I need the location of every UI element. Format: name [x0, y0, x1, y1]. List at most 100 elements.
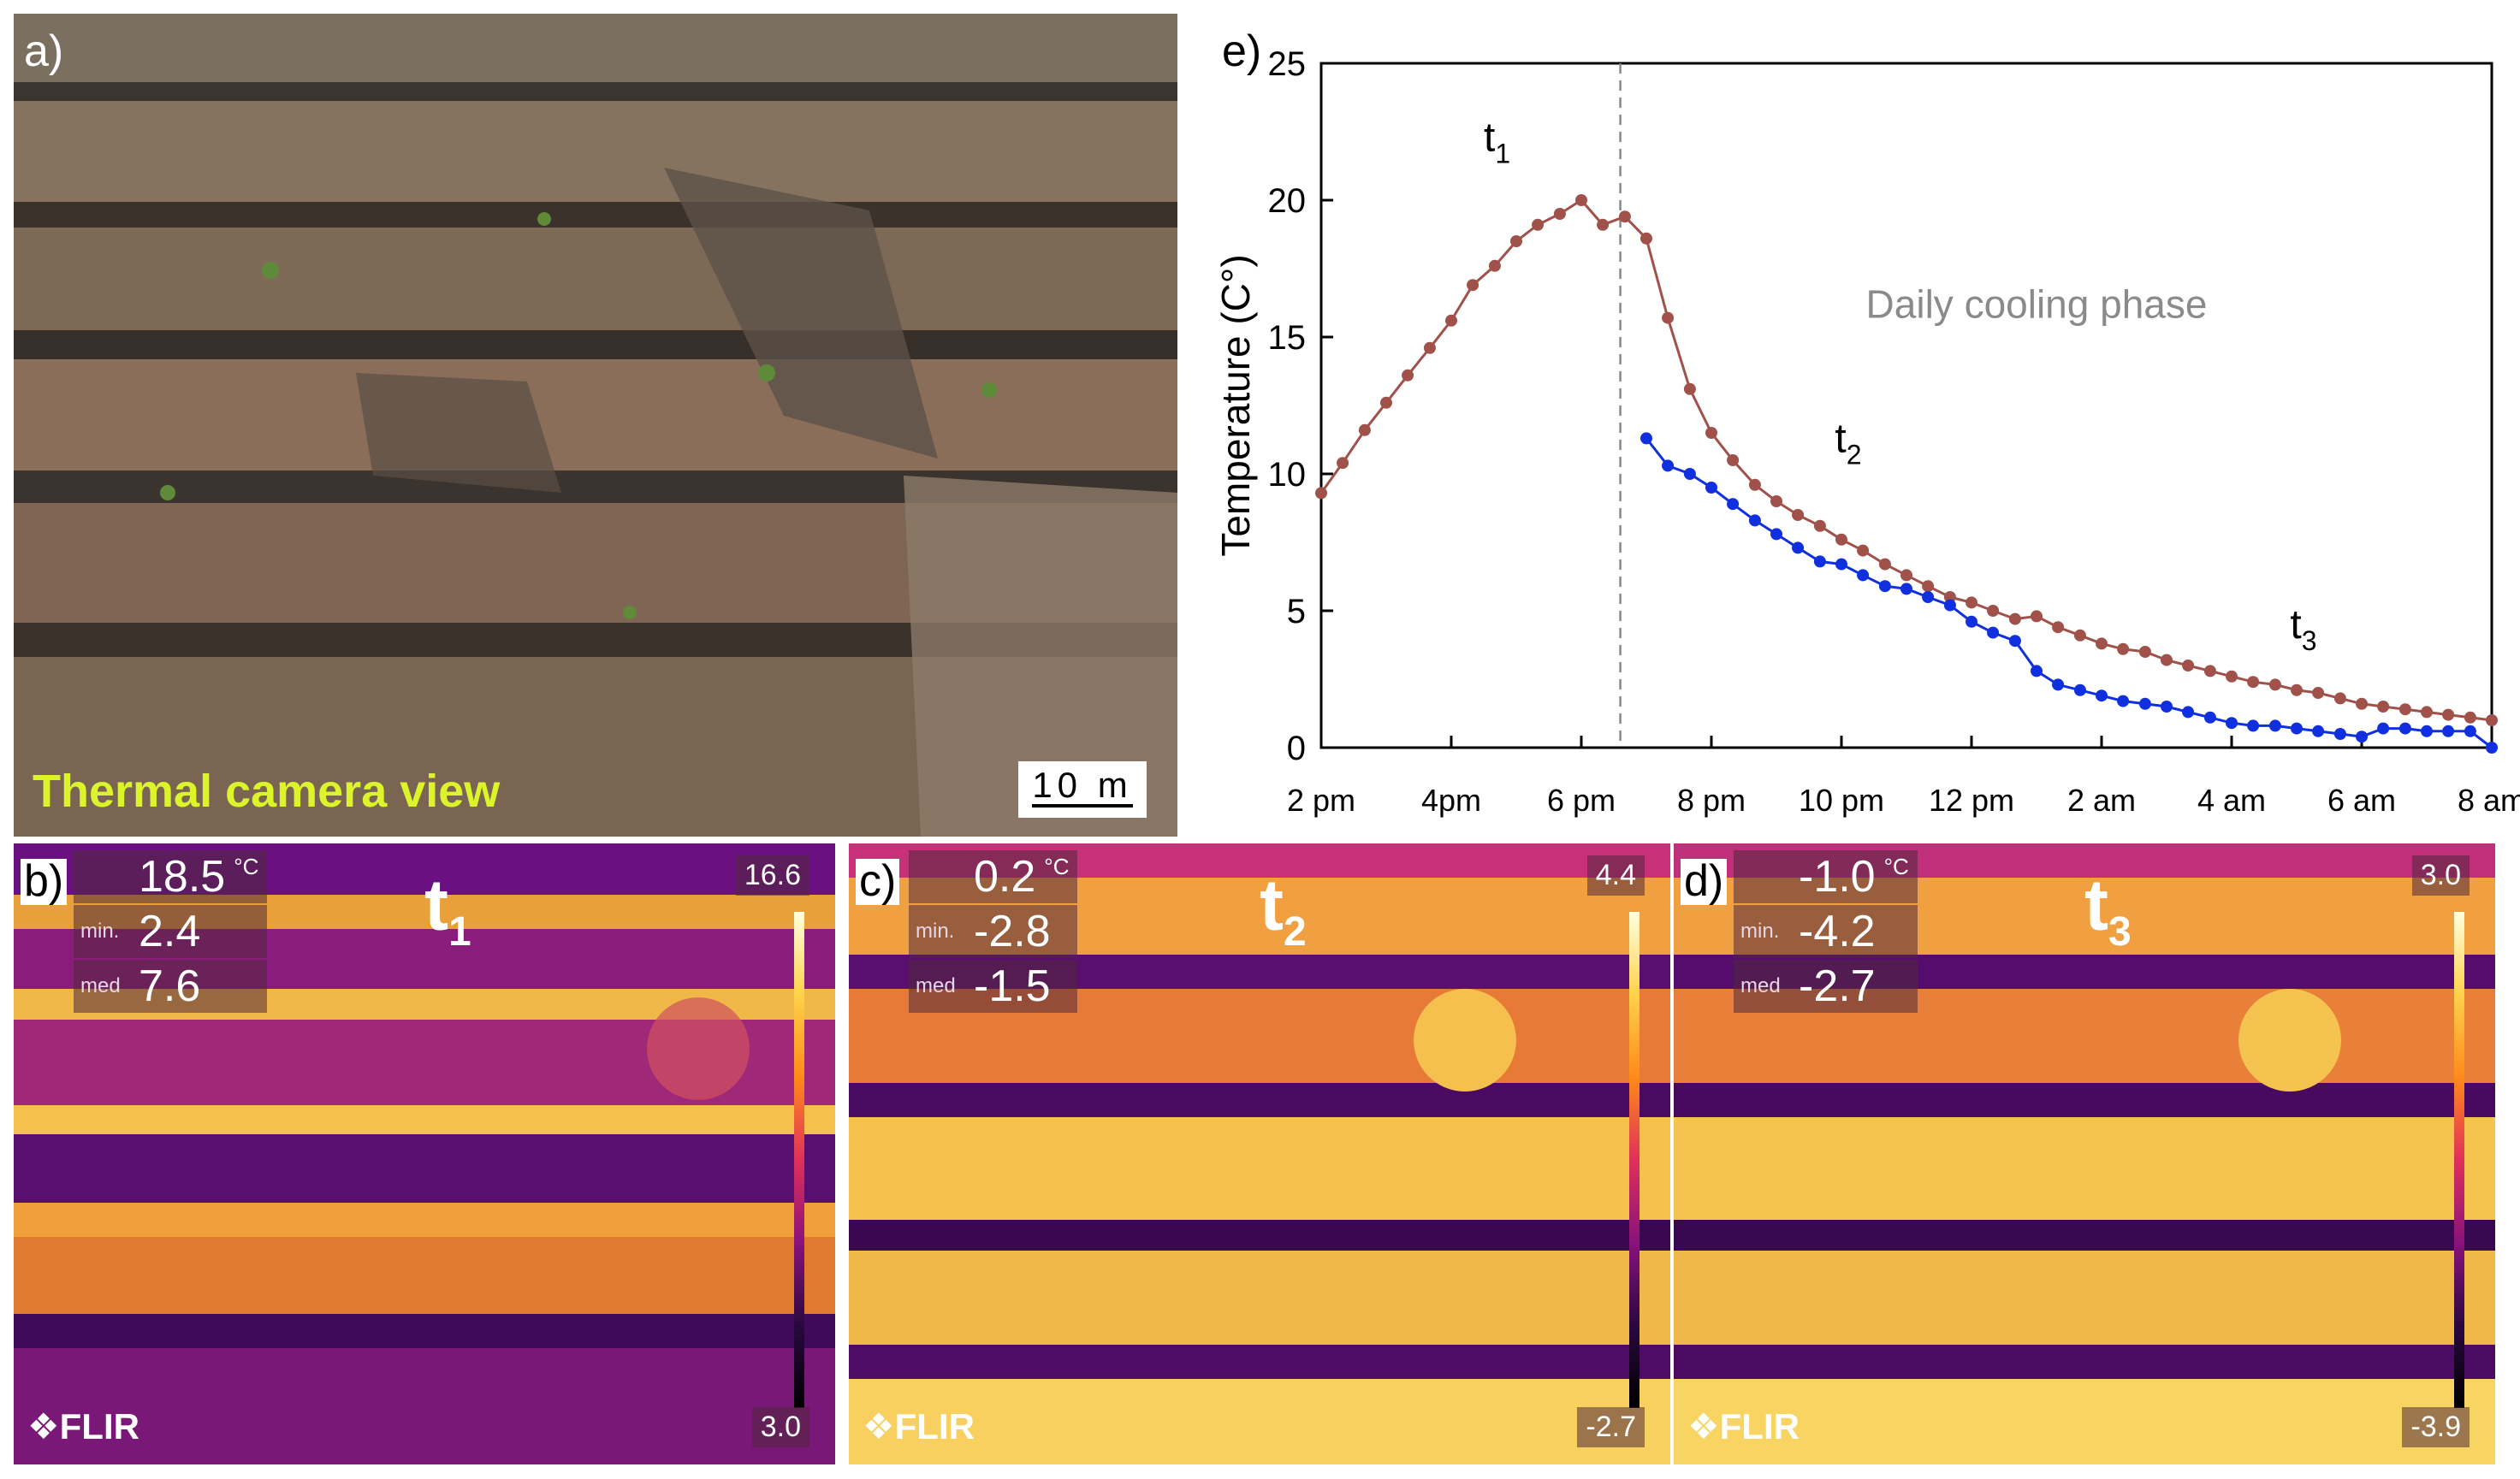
min-temperature: 2.4: [139, 907, 201, 956]
x-tick-label: 4 am: [2197, 783, 2266, 818]
data-point-rock: [2398, 703, 2411, 716]
y-axis-label: Temperature (C°): [1213, 254, 1258, 556]
data-point-rock: [1987, 605, 2000, 617]
data-point-rock: [2203, 665, 2216, 677]
temperature-unit: °C: [234, 854, 259, 879]
data-point-rock: [2486, 714, 2498, 726]
data-point-rock: [1618, 210, 1631, 223]
min-temperature: -4.2: [1799, 907, 1876, 956]
data-point-rock: [1337, 457, 1349, 470]
flir-logo: ❖FLIR: [863, 1406, 975, 1446]
data-point-air: [2073, 683, 2086, 696]
thermal-image-d: [1674, 843, 2495, 1464]
plot-frame: [1319, 62, 2493, 749]
x-tick-label: 6 am: [2327, 783, 2396, 818]
data-point-rock: [2182, 660, 2195, 671]
min-label: min.: [80, 920, 120, 943]
temperature-readout-b: 18.5 °C min. 2.4 med 7.6: [74, 850, 268, 1015]
thermal-image-b: [14, 843, 835, 1464]
panel-c-thermal: c) 0.2 °C min. -2.8 med -1.5 t2 4.4 -2.7 ❖F…: [849, 843, 1670, 1464]
panel-b-thermal: b) 18.5 °C min. 2.4 med 7.6 t1 16.6 3.0 ❖FL…: [14, 843, 835, 1464]
data-point-rock: [1467, 279, 1479, 292]
temperature-readout-d: -1.0 °C min. -4.2 med -2.7: [1734, 850, 1918, 1015]
data-point-rock: [1922, 580, 1935, 593]
data-point-rock: [1705, 427, 1717, 439]
data-point-air: [1966, 615, 1977, 628]
panel-e-chart: 0 5 10 15 20 25 2 pm 4pm 6 pm 8 pm 10 pm 12 pm 2 am 4…: [1181, 0, 2520, 843]
data-point-rock: [1662, 311, 1675, 324]
y-tick-label: 15: [1268, 319, 1307, 357]
med-label: med: [1740, 974, 1781, 997]
data-point-air: [2247, 719, 2260, 732]
scale-bar: 10 m: [1018, 761, 1147, 818]
data-point-rock: [1597, 218, 1610, 231]
data-point-rock: [1966, 596, 1977, 609]
data-point-rock: [2442, 708, 2455, 721]
data-point-rock: [1358, 423, 1371, 436]
data-point-rock: [1553, 208, 1566, 220]
data-point-rock: [1510, 235, 1522, 247]
data-point-air: [2312, 725, 2325, 737]
data-point-rock: [1402, 369, 1414, 382]
data-point-air: [2161, 701, 2173, 713]
data-point-air: [2356, 731, 2368, 743]
data-point-air: [1813, 555, 1826, 568]
data-point-air: [2377, 722, 2390, 735]
time-label-t1: t1: [424, 865, 471, 955]
panel-d-thermal: d) -1.0 °C min. -4.2 med -2.7 t3 3.0 -3.9 ❖…: [1674, 843, 2495, 1464]
data-point-air: [2442, 725, 2455, 737]
data-point-rock: [1683, 382, 1696, 395]
data-point-rock: [2312, 687, 2325, 699]
x-tick-label: 4pm: [1421, 783, 1481, 818]
data-point-rock: [1575, 194, 1587, 206]
y-tick-label: 10: [1268, 456, 1307, 494]
data-point-rock: [2268, 678, 2281, 691]
x-tick-label: 12 pm: [1929, 783, 2014, 818]
y-tick-label: 0: [1287, 730, 1306, 767]
data-point-air: [2052, 678, 2065, 691]
data-point-air: [2291, 722, 2303, 735]
data-point-air: [2096, 689, 2108, 702]
data-point-rock: [1423, 341, 1436, 354]
data-point-rock: [2031, 610, 2043, 623]
data-point-rock: [1748, 478, 1761, 491]
data-point-rock: [1380, 396, 1392, 409]
data-point-air: [2333, 728, 2346, 740]
scale-bar-label: 10 m: [1032, 765, 1133, 805]
cooling-phase-annotation: Daily cooling phase: [1866, 282, 2208, 327]
scale-min-value: 3.0: [751, 1407, 809, 1447]
data-point-air: [1857, 569, 1870, 582]
x-tick-label: 8 am: [2458, 783, 2520, 818]
data-point-air: [1705, 482, 1717, 494]
data-point-rock: [1792, 509, 1805, 521]
data-point-air: [2226, 717, 2238, 730]
time-label-t3: t3: [2084, 865, 2132, 955]
y-tick-label: 20: [1268, 182, 1307, 220]
panel-letter-b: b): [21, 859, 68, 905]
data-point-air: [1987, 626, 2000, 639]
data-point-rock: [1445, 314, 1457, 327]
data-point-rock: [1878, 558, 1891, 571]
data-point-rock: [1532, 218, 1545, 231]
data-point-rock: [2377, 701, 2390, 713]
flir-logo: ❖FLIR: [1687, 1406, 1800, 1446]
data-point-air: [2117, 695, 2130, 707]
data-point-rock: [1640, 232, 1652, 245]
color-scale-bar: [1629, 912, 1639, 1408]
med-temperature: -2.7: [1799, 961, 1876, 1011]
data-point-air: [2031, 665, 2043, 677]
data-point-air: [1900, 583, 1912, 595]
panel-letter-e: e): [1222, 27, 1262, 76]
data-point-air: [2008, 635, 2021, 648]
scale-max-value: 16.6: [735, 855, 809, 896]
data-point-rock: [2073, 629, 2086, 642]
time-annotation: t2: [1835, 416, 1861, 470]
temperature-chart: 0 5 10 15 20 25 2 pm 4pm 6 pm 8 pm 10 pm 12 pm 2 am 4…: [1213, 45, 2520, 818]
data-point-rock: [2247, 676, 2260, 689]
med-temperature: -1.5: [974, 961, 1051, 1011]
data-point-rock: [1943, 591, 1956, 603]
spot-temperature: -1.0: [1799, 852, 1876, 902]
data-point-air: [1922, 591, 1935, 603]
panel-letter-c: c): [856, 859, 900, 905]
data-point-rock: [2052, 621, 2065, 634]
